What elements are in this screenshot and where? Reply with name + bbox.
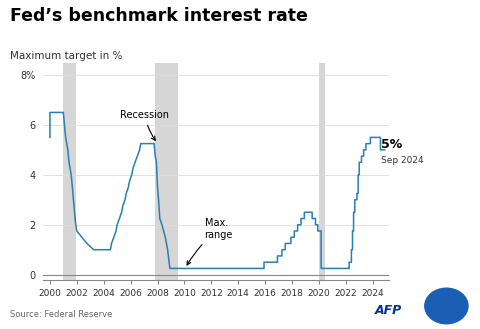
Circle shape: [425, 288, 468, 324]
Text: AFP: AFP: [374, 304, 402, 317]
Text: 5%: 5%: [381, 139, 402, 151]
Bar: [155, 63, 178, 280]
Text: Recession: Recession: [120, 110, 169, 140]
Bar: [63, 63, 76, 280]
Bar: [319, 63, 324, 280]
Text: Sep 2024: Sep 2024: [381, 156, 424, 165]
Text: Max.
range: Max. range: [187, 218, 233, 265]
Text: Source: Federal Reserve: Source: Federal Reserve: [10, 310, 112, 319]
Text: Fed’s benchmark interest rate: Fed’s benchmark interest rate: [10, 7, 308, 25]
Text: Maximum target in %: Maximum target in %: [10, 51, 122, 61]
